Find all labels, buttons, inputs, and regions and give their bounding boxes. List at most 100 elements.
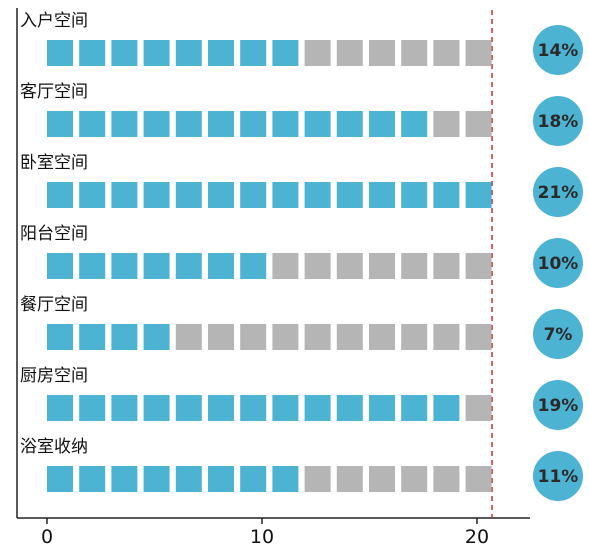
bar-square-filled <box>175 111 202 137</box>
percent-label: 14% <box>538 41 579 61</box>
bar-square-filled <box>465 182 492 208</box>
percent-badge <box>533 380 583 430</box>
bar-square-empty <box>465 253 492 279</box>
bar-square-filled <box>47 324 73 350</box>
bar-square-filled <box>369 395 395 421</box>
percent-badge <box>533 238 583 288</box>
bar-square-filled <box>272 395 299 421</box>
percent-label: 7% <box>544 325 573 345</box>
bar-square-empty <box>304 466 331 492</box>
bar-square-filled <box>111 182 138 208</box>
bar-square-filled <box>336 182 363 208</box>
bar-square-filled <box>401 111 428 137</box>
bar-square-filled <box>240 466 267 492</box>
bar-square-filled <box>304 182 331 208</box>
x-tick-label: 0 <box>41 526 53 546</box>
bar-square-empty <box>433 111 460 137</box>
percent-badge <box>533 451 583 501</box>
percent-badge <box>533 96 583 146</box>
bar-square-empty <box>465 40 492 66</box>
bar-square-filled <box>143 111 170 137</box>
bar-square-filled <box>47 111 73 137</box>
bar-square-filled <box>208 40 234 66</box>
category-label: 入户空间 <box>20 11 88 31</box>
bar-square-filled <box>336 395 363 421</box>
bar-square-empty <box>465 466 492 492</box>
bar-square-filled <box>304 395 331 421</box>
bar-square-filled <box>208 111 234 137</box>
bar-square-filled <box>401 182 428 208</box>
bar-square-empty <box>336 253 363 279</box>
bar-square-empty <box>240 324 267 350</box>
bar-square-empty <box>401 466 428 492</box>
category-label: 浴室收纳 <box>20 437 88 457</box>
bar-square-filled <box>143 466 170 492</box>
bar-square-empty <box>304 253 331 279</box>
bar-square-empty <box>369 40 395 66</box>
bar-square-empty <box>304 324 331 350</box>
bar-square-filled <box>111 111 138 137</box>
bar-square-filled <box>240 253 267 279</box>
bar-square-filled <box>208 182 234 208</box>
percent-badge <box>533 309 583 359</box>
bar-square-filled <box>79 324 106 350</box>
bar-square-filled <box>79 466 106 492</box>
bar-square-filled <box>272 182 299 208</box>
percent-badge <box>533 167 583 217</box>
bar-square-empty <box>272 253 299 279</box>
bar-square-filled <box>240 40 267 66</box>
bar-square-filled <box>111 466 138 492</box>
bar-square-filled <box>369 111 395 137</box>
bar-square-filled <box>208 466 234 492</box>
bar-square-empty <box>369 466 395 492</box>
bar-square-filled <box>401 395 428 421</box>
bar-square-filled <box>143 40 170 66</box>
bar-square-filled <box>175 395 202 421</box>
category-label: 卧室空间 <box>20 153 88 173</box>
bar-square-filled <box>272 466 299 492</box>
bar-square-filled <box>47 182 73 208</box>
bar-square-empty <box>433 324 460 350</box>
bar-square-filled <box>111 395 138 421</box>
bar-square-filled <box>79 395 106 421</box>
category-label: 厨房空间 <box>20 366 88 386</box>
bar-square-filled <box>143 324 170 350</box>
bar-square-filled <box>208 253 234 279</box>
bar-square-empty <box>401 253 428 279</box>
bar-square-filled <box>369 182 395 208</box>
category-label: 阳台空间 <box>20 224 88 244</box>
bar-square-filled <box>79 40 106 66</box>
bar-square-filled <box>79 253 106 279</box>
category-label: 餐厅空间 <box>20 295 88 315</box>
percent-label: 11% <box>538 467 579 487</box>
bar-square-filled <box>272 111 299 137</box>
bar-square-empty <box>208 324 234 350</box>
percent-label: 21% <box>538 183 579 203</box>
bar-square-empty <box>175 324 202 350</box>
x-tick-label: 10 <box>250 526 274 546</box>
bar-square-filled <box>47 40 73 66</box>
bar-square-filled <box>240 182 267 208</box>
bar-square-empty <box>336 466 363 492</box>
percent-label: 10% <box>538 254 579 274</box>
bar-square-empty <box>336 324 363 350</box>
bar-square-empty <box>401 324 428 350</box>
bar-square-filled <box>47 466 73 492</box>
bar-square-empty <box>433 40 460 66</box>
bar-square-filled <box>240 111 267 137</box>
bar-square-empty <box>433 253 460 279</box>
bar-square-filled <box>175 40 202 66</box>
bar-square-filled <box>111 324 138 350</box>
bar-square-filled <box>336 111 363 137</box>
bar-square-filled <box>143 182 170 208</box>
bar-square-filled <box>175 253 202 279</box>
bar-square-empty <box>272 324 299 350</box>
bar-square-empty <box>304 40 331 66</box>
bar-square-filled <box>79 182 106 208</box>
bar-square-filled <box>79 111 106 137</box>
bar-square-filled <box>240 395 267 421</box>
x-tick-label: 20 <box>465 526 489 546</box>
bar-square-filled <box>175 182 202 208</box>
bar-square-filled <box>47 395 73 421</box>
